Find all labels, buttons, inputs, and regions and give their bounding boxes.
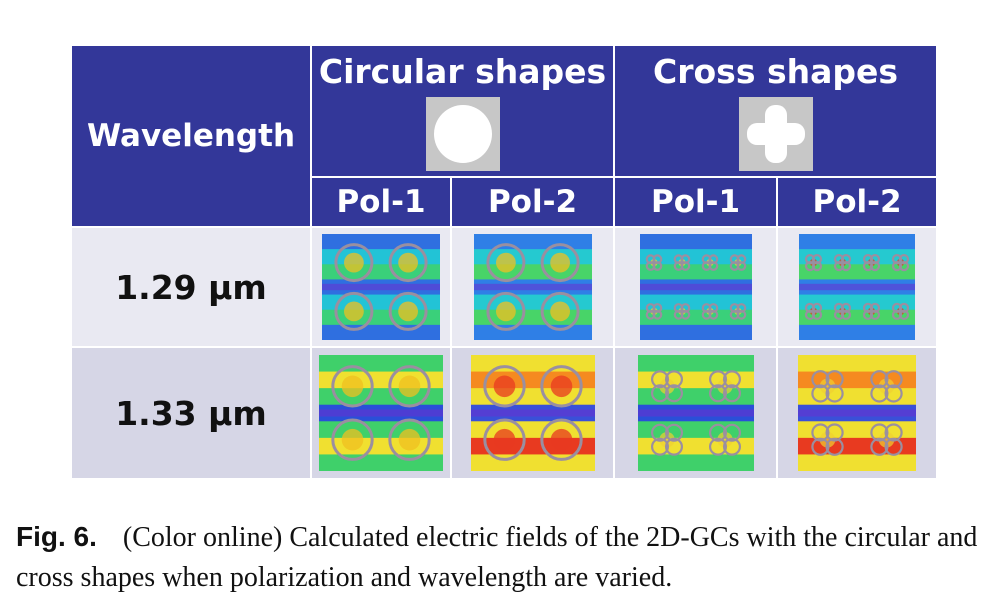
field-map-image bbox=[470, 355, 595, 471]
figure-label: Fig. 6. bbox=[16, 521, 97, 552]
field-map-image bbox=[473, 234, 592, 340]
cross-shapes-header: Cross shapes bbox=[613, 44, 939, 178]
circular-shapes-header: Circular shapes bbox=[309, 44, 616, 178]
cross-icon bbox=[738, 97, 813, 171]
circular-shapes-title: Circular shapes bbox=[318, 52, 607, 91]
figure-caption: Fig. 6. (Color online) Calculated electri… bbox=[16, 517, 986, 598]
field-map-image bbox=[637, 355, 754, 471]
pol-header: Pol-2 bbox=[776, 176, 939, 228]
pol-header: Pol-2 bbox=[449, 176, 616, 228]
circle-icon bbox=[425, 97, 500, 171]
wavelength-cell: 1.29 μm bbox=[70, 226, 312, 348]
field-map-image bbox=[322, 234, 440, 340]
field-map-image bbox=[319, 355, 443, 471]
field-map-image bbox=[798, 355, 917, 471]
field-map-image bbox=[799, 234, 916, 340]
results-table: Wavelength Circular shapes Cross shapes … bbox=[70, 44, 939, 480]
pol-header: Pol-1 bbox=[613, 176, 779, 228]
caption-text: (Color online) Calculated electric field… bbox=[16, 522, 978, 593]
cross-shapes-title: Cross shapes bbox=[653, 52, 899, 91]
wavelength-cell: 1.33 μm bbox=[70, 346, 312, 480]
wavelength-header: Wavelength bbox=[70, 44, 312, 228]
pol-header: Pol-1 bbox=[310, 176, 452, 228]
field-map-image bbox=[639, 234, 752, 340]
